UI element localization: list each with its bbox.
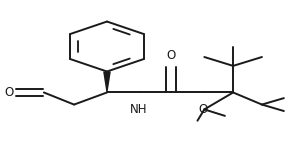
Polygon shape — [103, 72, 111, 92]
Text: O: O — [167, 49, 176, 62]
Text: NH: NH — [130, 103, 147, 116]
Text: O: O — [4, 86, 14, 99]
Text: O: O — [198, 103, 208, 116]
